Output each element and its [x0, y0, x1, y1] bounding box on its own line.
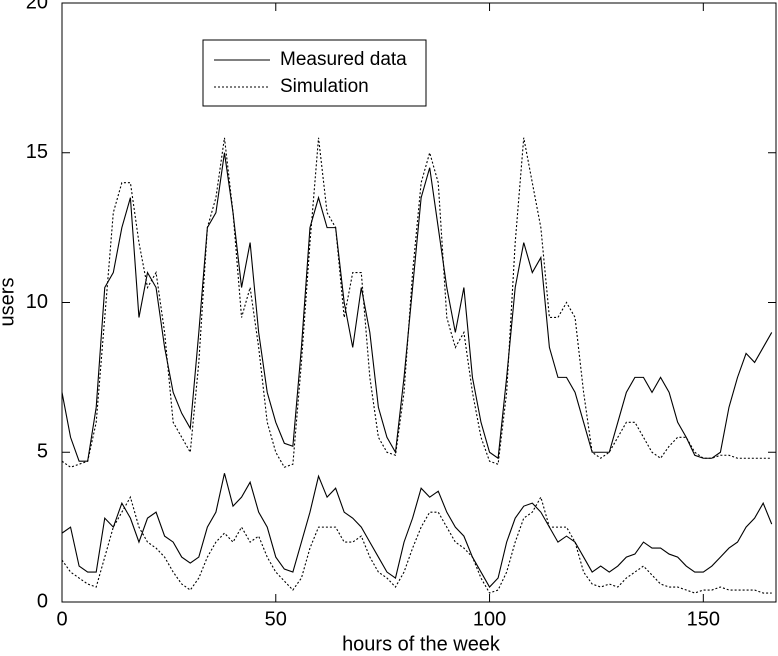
legend-box [202, 39, 427, 107]
y-tick-label: 10 [26, 291, 48, 313]
y-axis-label: users [0, 278, 18, 327]
legend-label: Simulation [280, 76, 369, 97]
x-tick-label: 100 [473, 608, 506, 630]
x-axis-label: hours of the week [342, 633, 501, 655]
data-line [61, 473, 773, 588]
y-tick-label: 0 [37, 590, 48, 612]
data-line [61, 152, 773, 462]
data-line [61, 137, 772, 468]
x-tick-label: 50 [265, 608, 287, 630]
data-line [61, 495, 772, 594]
y-tick-label: 20 [26, 0, 48, 13]
y-tick-label: 15 [26, 141, 48, 163]
y-tick-label: 5 [37, 441, 48, 463]
x-tick-label: 0 [56, 608, 67, 630]
legend-label: Measured data [280, 49, 407, 70]
x-tick-label: 150 [687, 608, 720, 630]
